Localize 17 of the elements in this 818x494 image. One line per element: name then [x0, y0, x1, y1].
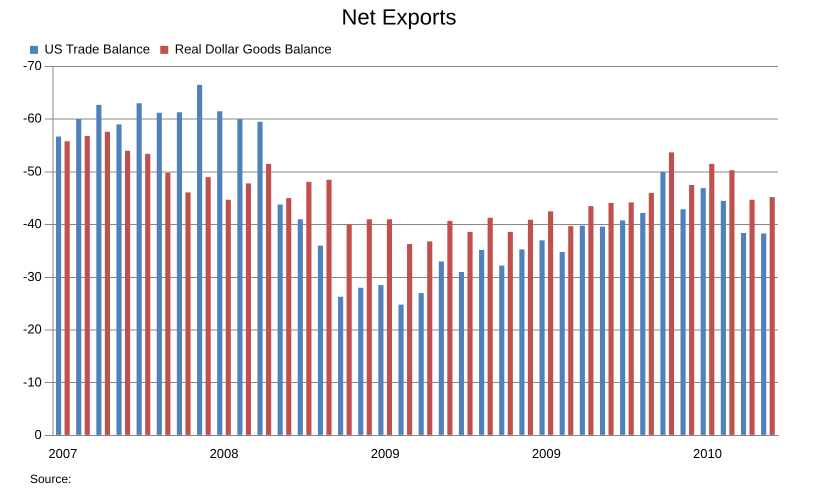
x-tick-label: 2009 [370, 446, 400, 461]
x-tick-label: 2007 [48, 446, 78, 461]
y-tick-label: 0 [34, 426, 42, 442]
y-tick-label: -10 [22, 374, 42, 390]
y-tick-label: -20 [22, 322, 42, 337]
y-tick-label: -50 [22, 163, 42, 178]
x-tick-label: 2010 [693, 446, 722, 461]
legend-label: Real Dollar Goods Balance [174, 41, 332, 56]
legend-label: US Trade Balance [44, 41, 150, 56]
y-tick-label: -60 [22, 110, 42, 126]
y-tick-label: -30 [22, 268, 42, 284]
y-tick-label: -70 [22, 58, 42, 73]
y-tick-label: -40 [22, 216, 42, 232]
chart-title: Net Exports [342, 4, 456, 30]
x-tick-label: 2009 [532, 446, 561, 461]
source-note: Source: [30, 472, 72, 486]
x-tick-label: 2008 [210, 446, 238, 461]
